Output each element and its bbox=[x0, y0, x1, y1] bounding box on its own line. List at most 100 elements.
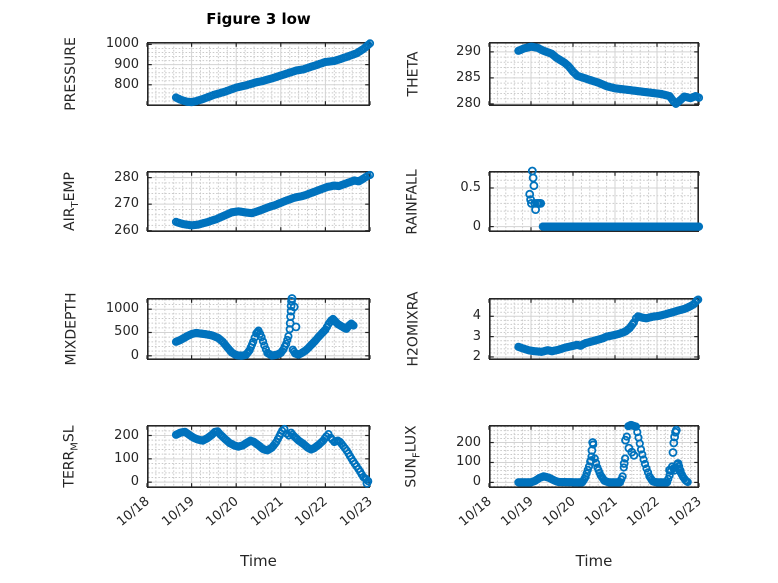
data-point bbox=[587, 446, 597, 455]
y-tick-label: 270 bbox=[114, 196, 139, 212]
data-point bbox=[668, 448, 678, 457]
subplot-mixdepth: 0 500 1000 MIXDEPTH bbox=[63, 293, 371, 365]
y-tick-label: 0 bbox=[472, 218, 481, 234]
y-tick-label: 200 bbox=[456, 434, 481, 450]
terr_msl-chart bbox=[146, 424, 373, 489]
subplot-h2omixra: 2 3 4 H2OMIXRA bbox=[405, 292, 703, 367]
figure-title: Figure 3 low bbox=[206, 10, 311, 28]
data-point bbox=[586, 456, 596, 465]
subplot-theta: 280 285 290 THETA bbox=[405, 42, 704, 111]
theta-y-axis-label: THETA bbox=[405, 51, 421, 97]
data-point bbox=[588, 438, 598, 447]
x-tick-label: 10/23 bbox=[337, 494, 376, 530]
y-tick-label: 0 bbox=[130, 347, 139, 363]
x-tick-label: 10/18 bbox=[114, 494, 153, 530]
sun_flux-chart bbox=[488, 420, 700, 489]
data-point bbox=[289, 302, 299, 312]
air_temp-chart bbox=[146, 170, 375, 233]
x-tick-label: 10/21 bbox=[582, 494, 621, 530]
data-point bbox=[674, 462, 684, 471]
data-point bbox=[619, 459, 629, 468]
x-tick-label: 10/19 bbox=[498, 494, 537, 530]
sun_flux-series bbox=[514, 420, 692, 487]
h2omixra-y-axis-label: H2OMIXRA bbox=[405, 291, 421, 367]
data-point bbox=[621, 435, 630, 445]
x-tick-label: 10/22 bbox=[292, 494, 332, 530]
data-point bbox=[287, 294, 297, 303]
data-point bbox=[536, 199, 546, 208]
data-point bbox=[669, 438, 679, 448]
y-tick-label: 290 bbox=[456, 43, 481, 59]
y-tick-label: 200 bbox=[114, 427, 139, 443]
air_temp-series bbox=[171, 170, 375, 230]
y-tick-label: 4 bbox=[472, 308, 481, 324]
subplot-rainfall: 0 0.5 RAINFALL bbox=[405, 166, 704, 234]
rainfall-chart bbox=[488, 166, 704, 233]
x-tick-label: 10/21 bbox=[248, 494, 287, 530]
y-tick-label: 500 bbox=[114, 324, 139, 340]
y-tick-label: 800 bbox=[114, 76, 139, 92]
y-tick-label: 100 bbox=[456, 454, 481, 470]
axes-frame bbox=[489, 42, 699, 107]
axes-frame bbox=[147, 298, 370, 361]
data-point bbox=[291, 322, 301, 332]
data-point bbox=[286, 312, 296, 322]
x-tick-label: 10/20 bbox=[203, 494, 242, 530]
mixdepth-series bbox=[171, 294, 358, 360]
subplot-pressure: 800 900 1000 PRESSURE bbox=[63, 36, 375, 111]
data-point bbox=[671, 425, 681, 435]
data-point bbox=[629, 450, 639, 460]
y-tick-label: 100 bbox=[114, 450, 139, 466]
data-point bbox=[675, 466, 685, 475]
y-tick-label: 285 bbox=[456, 69, 481, 85]
rainfall-y-axis-label: RAINFALL bbox=[405, 168, 422, 235]
axes-frame bbox=[489, 425, 699, 489]
y-tick-label: 3 bbox=[472, 328, 481, 344]
subplot-sun-flux: 0 100 200 SUNFLUX 10/18 10/19 10/20 10/21 10/22 1… bbox=[404, 420, 705, 530]
major-grid bbox=[490, 299, 698, 359]
h2omixra-chart bbox=[488, 295, 703, 361]
x-axis-label-left: Time bbox=[240, 552, 277, 570]
subplot-air-temp: 260 270 280 AIRTEMP bbox=[62, 170, 375, 238]
axes-frame bbox=[147, 425, 370, 489]
y-tick-label: 0 bbox=[472, 474, 481, 490]
axes-frame bbox=[489, 298, 699, 361]
x-tick-label: 10/23 bbox=[666, 494, 705, 530]
y-tick-label: 280 bbox=[114, 169, 139, 185]
axes-frame bbox=[147, 171, 370, 233]
y-tick-label: 0.5 bbox=[460, 179, 481, 195]
terr_msl-series bbox=[171, 424, 373, 488]
tick-marks bbox=[488, 43, 700, 105]
pressure-chart bbox=[146, 39, 375, 107]
data-point bbox=[665, 465, 675, 475]
axes-frame bbox=[147, 42, 370, 107]
x-tick-label: 10/20 bbox=[540, 494, 579, 530]
subplot-terr-msl: 0 100 200 TERRMSL 10/18 10/19 10/20 10/21 10/22 1… bbox=[62, 424, 376, 530]
minor-grid bbox=[148, 43, 369, 106]
terr_msl-y-axis-label: TERRMSL bbox=[61, 425, 81, 488]
minor-grid bbox=[490, 172, 698, 231]
data-point bbox=[529, 181, 539, 191]
y-tick-label: 280 bbox=[456, 95, 481, 111]
x-axis-label-right: Time bbox=[575, 552, 613, 570]
x-tick-label: 10/18 bbox=[456, 494, 495, 530]
theta-series bbox=[514, 42, 704, 109]
data-point bbox=[362, 478, 372, 488]
y-tick-label: 0 bbox=[130, 474, 139, 490]
y-tick-label: 2 bbox=[472, 348, 481, 364]
pressure-series bbox=[171, 39, 375, 107]
theta-chart bbox=[488, 42, 704, 109]
data-point bbox=[525, 189, 535, 199]
y-tick-label: 1000 bbox=[105, 36, 139, 52]
x-tick-label: 10/19 bbox=[158, 494, 198, 530]
sun_flux-y-axis-label: SUNFLUX bbox=[403, 425, 423, 488]
h2omixra-series bbox=[514, 295, 703, 357]
y-tick-label: 900 bbox=[114, 56, 139, 72]
y-tick-label: 260 bbox=[114, 222, 139, 238]
rainfall-series bbox=[525, 166, 704, 231]
x-tick-label: 10/22 bbox=[624, 494, 663, 530]
mixdepth-y-axis-label: MIXDEPTH bbox=[63, 292, 80, 366]
mixdepth-chart bbox=[146, 294, 371, 361]
pressure-y-axis-label: PRESSURE bbox=[63, 37, 80, 111]
